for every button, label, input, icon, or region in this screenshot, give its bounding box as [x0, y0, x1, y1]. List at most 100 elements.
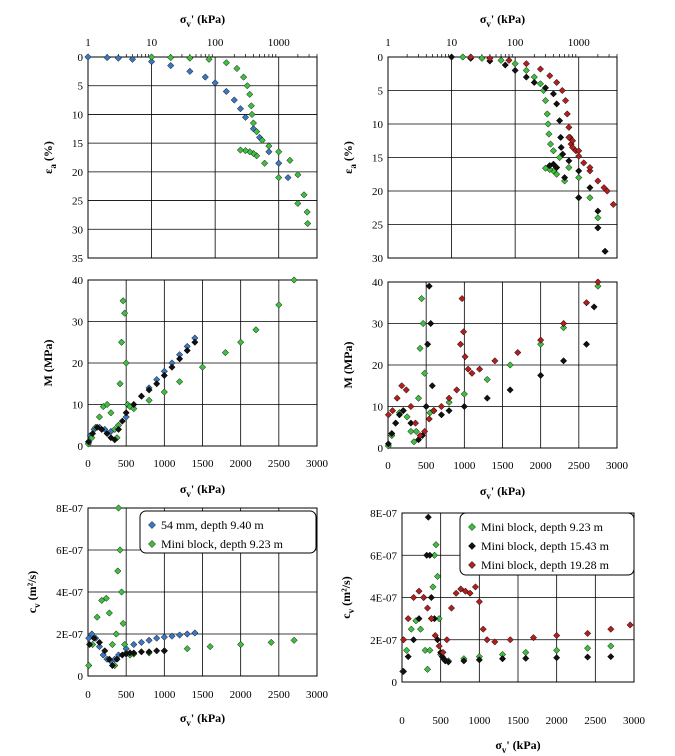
series-1 — [399, 513, 615, 675]
data-point — [549, 160, 557, 168]
data-point — [153, 380, 161, 388]
x-tick-label: 1000 — [453, 460, 476, 472]
data-point — [439, 648, 447, 656]
y-tick-label: 5 — [378, 86, 384, 98]
data-point — [183, 346, 191, 355]
data-point — [537, 371, 545, 379]
y-axis-label-main: ε — [341, 169, 355, 174]
x-axis-label-main: σ — [495, 738, 502, 752]
data-point — [478, 54, 486, 62]
data-point — [437, 411, 445, 419]
data-point — [388, 429, 396, 438]
data-point — [607, 625, 615, 633]
data-point — [417, 625, 425, 633]
data-point — [414, 394, 423, 402]
data-point — [85, 438, 93, 446]
y-axis-label-sub: v — [346, 608, 356, 613]
x-tick-label: 0 — [385, 460, 391, 472]
data-point — [211, 79, 219, 87]
x-tick-label: 100 — [207, 37, 224, 49]
legend-label: Mini block, depth 9.23 m — [161, 537, 284, 551]
data-point — [424, 513, 432, 521]
chart-p4: 0 10 20 30 40 0 500 1000 1500 2000 2500 3000 σv' (kP… — [341, 277, 629, 501]
y-axis-label: cv (m²/s) — [339, 576, 356, 618]
x-axis-label-main: σ — [180, 711, 187, 725]
y-tick-label: 8E-07 — [56, 503, 83, 515]
x-tick-label: 500 — [118, 458, 135, 470]
data-point — [559, 150, 567, 158]
data-point — [426, 646, 434, 654]
data-point — [584, 629, 592, 637]
data-point — [249, 125, 257, 133]
data-point — [471, 583, 480, 591]
x-axis-label-rest: ' (kPa) — [191, 711, 225, 725]
y-tick-label: 0 — [392, 677, 398, 689]
data-point — [243, 82, 251, 90]
x-tick-label: 10 — [146, 37, 158, 49]
data-point — [582, 299, 591, 307]
data-point — [522, 66, 530, 74]
y-tick-label: 4E-07 — [370, 593, 397, 605]
data-point — [421, 646, 429, 654]
data-point — [498, 655, 507, 663]
series-2 — [384, 278, 602, 440]
data-point — [594, 207, 602, 215]
y-tick-label: 40 — [372, 277, 384, 289]
data-point — [206, 643, 214, 651]
y-tick-label: 2E-07 — [56, 629, 83, 641]
data-point — [122, 409, 130, 417]
data-point — [553, 78, 561, 87]
data-point — [575, 147, 583, 155]
data-point — [85, 661, 93, 670]
data-point — [563, 110, 571, 118]
data-point — [421, 369, 429, 377]
data-point — [560, 319, 568, 328]
x-tick-label: 1500 — [192, 458, 215, 470]
data-point — [222, 59, 230, 67]
series-2 — [85, 634, 168, 670]
data-point — [565, 157, 573, 165]
data-point — [114, 567, 122, 575]
series-0 — [85, 629, 199, 665]
data-point — [415, 615, 423, 623]
y-axis-label-rest: (m²/s) — [25, 571, 39, 604]
data-point — [445, 407, 453, 415]
data-point — [423, 604, 432, 612]
x-tick-label: 3000 — [306, 689, 329, 701]
data-point — [116, 380, 124, 388]
data-point — [461, 353, 469, 361]
data-point — [403, 646, 411, 654]
data-point — [594, 282, 602, 290]
data-point — [393, 394, 401, 402]
data-point — [290, 276, 298, 284]
data-point — [545, 130, 553, 138]
y-tick-label: 10 — [372, 119, 384, 131]
data-point — [85, 640, 94, 649]
data-point — [222, 87, 230, 96]
data-point — [130, 405, 138, 413]
x-tick-label: 2000 — [230, 458, 253, 470]
y-tick-label: 6E-07 — [370, 550, 397, 562]
series-1 — [84, 276, 298, 448]
data-point — [541, 84, 550, 92]
data-point — [84, 53, 92, 61]
y-axis-label-main: M (MPa) — [341, 342, 355, 389]
x-axis-label: σv' (kPa) — [180, 711, 225, 728]
data-point — [261, 159, 269, 167]
data-point — [421, 427, 429, 435]
y-tick-label: 10 — [372, 402, 384, 414]
data-point — [105, 609, 113, 617]
y-axis-label-main: M (MPa) — [41, 340, 55, 387]
data-point — [407, 402, 415, 411]
data-point — [522, 648, 530, 656]
x-tick-label: 1000 — [268, 37, 291, 49]
data-point — [467, 53, 475, 61]
legend-label: Mini block, depth 15.43 m — [481, 539, 610, 553]
y-tick-label: 30 — [372, 319, 384, 331]
data-point — [253, 128, 261, 136]
y-axis-label-sub: a — [48, 164, 58, 169]
data-point — [384, 440, 392, 448]
data-point — [118, 417, 126, 425]
data-point — [275, 148, 283, 156]
y-axis-label-rest: (%) — [41, 141, 55, 164]
